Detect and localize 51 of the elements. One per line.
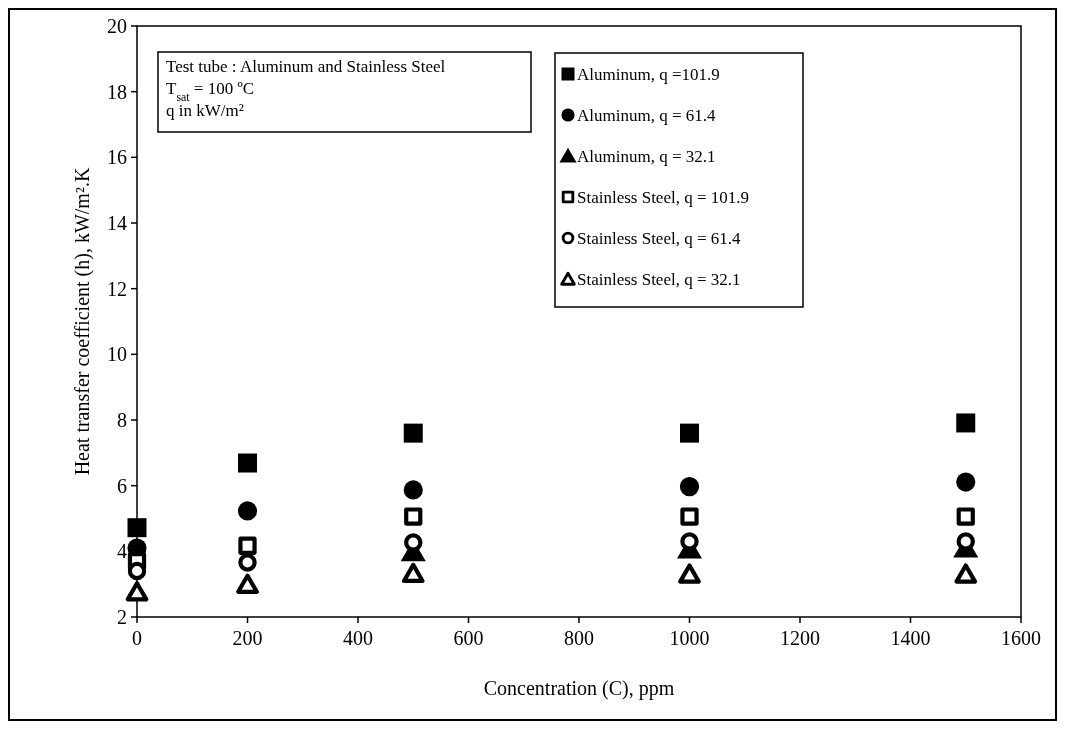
legend-label: Aluminum, q = 32.1 (577, 147, 716, 166)
x-tick-label: 800 (564, 627, 594, 649)
y-tick-label: 10 (107, 343, 127, 366)
point (127, 561, 147, 581)
point (956, 472, 976, 492)
point (127, 518, 147, 538)
legend-label: Stainless Steel, q = 101.9 (577, 188, 750, 207)
annotation: T$_{sat}$ = 100 ºC (166, 79, 255, 104)
point (680, 507, 699, 526)
legend-label: Stainless Steel, q = 61.4 (577, 229, 742, 248)
y-tick-label: 12 (107, 277, 127, 300)
x-tick-label: 1600 (1001, 627, 1041, 649)
point (954, 563, 978, 584)
legend-label: Aluminum, q =101.9 (577, 65, 720, 84)
point (125, 581, 149, 602)
y-tick-label: 20 (107, 15, 127, 37)
x-tick-label: 1200 (780, 627, 820, 649)
x-tick-label: 1400 (890, 627, 931, 649)
annotation: Test tube : Aluminum and Stainless Steel (166, 57, 446, 76)
point (237, 501, 258, 521)
y-tick-label: 14 (107, 212, 127, 234)
x-axis-title: Concentration (C), ppm (483, 677, 675, 700)
point (404, 533, 423, 552)
point (238, 453, 257, 473)
y-tick-label: 4 (117, 540, 127, 563)
x-tick-label: 400 (343, 627, 373, 649)
point (680, 423, 699, 443)
point (236, 573, 259, 594)
point (401, 562, 425, 584)
y-axis-title: Heat transfer coefficient (h), kW/m².K (71, 167, 94, 476)
y-tick-label: 18 (107, 80, 127, 103)
point (956, 413, 976, 433)
x-tick-label: 200 (232, 627, 263, 649)
x-tick-label: 1000 (669, 627, 710, 649)
point (238, 536, 257, 555)
y-tick-label: 8 (117, 409, 127, 431)
legend-label: Aluminum, q = 61.4 (577, 106, 717, 125)
point (956, 507, 975, 526)
x-tick-label: 0 (132, 627, 142, 649)
legend-label: Stainless Steel, q = 32.1 (577, 270, 741, 289)
point (404, 507, 423, 526)
point (679, 477, 700, 497)
point (678, 563, 701, 584)
x-tick-label: 600 (453, 627, 484, 649)
point (403, 480, 423, 500)
y-tick-label: 6 (117, 474, 127, 497)
point (403, 423, 423, 443)
annotation: q in kW/m² (166, 101, 244, 120)
y-tick-label: 2 (117, 606, 127, 628)
y-tick-label: 16 (107, 146, 127, 169)
point (238, 553, 257, 572)
